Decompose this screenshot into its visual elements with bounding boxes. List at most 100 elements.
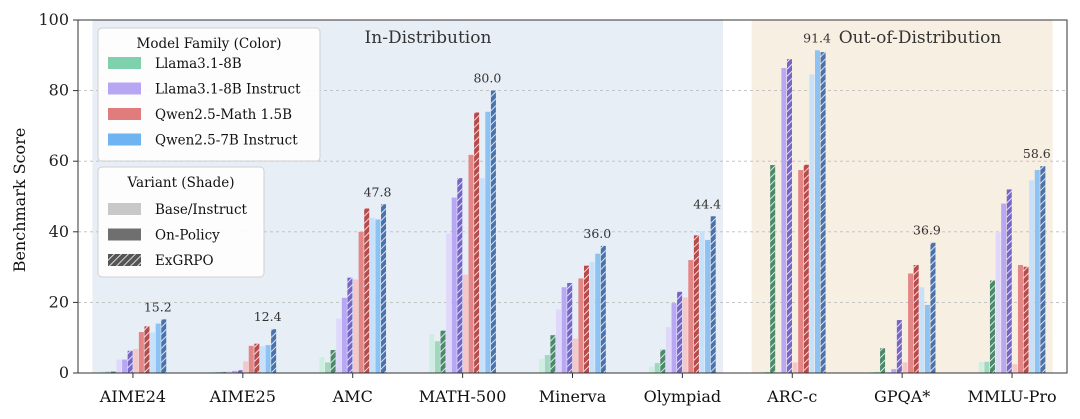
bar-mmlu-pro-qwen2-5-math-1-5b-exgrpo-hatch — [1023, 266, 1029, 373]
y-tick-label-100: 100 — [38, 10, 69, 29]
legend-swatch-base-instruct — [108, 203, 141, 215]
bar-amc-llama3-1-8b-exgrpo-hatch — [330, 350, 336, 373]
bar-olympiad-qwen2-5-7b-instruct-on-policy — [705, 239, 711, 373]
bar-math-500-llama3-1-8b-on-policy — [434, 341, 440, 373]
legend-model-family: Model Family (Color) Llama3.1-8B Llama3.1… — [97, 27, 321, 162]
bar-gpqa-qwen2-5-math-1-5b-on-policy — [908, 273, 914, 373]
bar-amc-qwen2-5-math-1-5b-base-instruct — [353, 279, 359, 373]
bar-math-500-qwen2-5-math-1-5b-on-policy — [468, 154, 474, 373]
bar-aime24-llama3-1-8b-exgrpo-hatch — [110, 371, 116, 373]
bar-minerva-llama3-1-8b-instruct-base-instruct — [556, 309, 561, 373]
legend-swatch-qwen2-5-7b-instruct — [108, 133, 141, 146]
bar-aime25-llama3-1-8b-on-policy — [215, 371, 221, 373]
bar-gpqa-llama3-1-8b-instruct-on-policy — [891, 369, 897, 373]
bar-olympiad-qwen2-5-math-1-5b-base-instruct — [682, 297, 688, 373]
bar-arc-c-llama3-1-8b-exgrpo-hatch — [770, 165, 776, 373]
bar-arc-c-llama3-1-8b-instruct-on-policy — [781, 68, 787, 374]
bar-amc-qwen2-5-7b-instruct-on-policy — [375, 219, 381, 373]
bar-aime25-qwen2-5-math-1-5b-on-policy — [248, 345, 254, 373]
bar-minerva-qwen2-5-7b-instruct-exgrpo-hatch — [600, 245, 606, 373]
bar-math-500-llama3-1-8b-base-instruct — [429, 334, 435, 373]
bar-amc-qwen2-5-math-1-5b-exgrpo-hatch — [364, 208, 370, 373]
x-tick-label-amc: AMC — [332, 387, 373, 406]
bar-minerva-llama3-1-8b-instruct-on-policy — [561, 287, 567, 373]
bar-olympiad-llama3-1-8b-exgrpo-hatch — [660, 349, 666, 373]
bar-gpqa-llama3-1-8b-instruct-base-instruct — [885, 371, 891, 373]
bar-group-aime25 — [209, 329, 277, 373]
bar-aime24-llama3-1-8b-instruct-exgrpo-hatch — [127, 350, 133, 373]
bar-math-500-qwen2-5-7b-instruct-base-instruct — [479, 178, 485, 373]
bar-gpqa-qwen2-5-math-1-5b-base-instruct — [902, 362, 908, 373]
legend-label-exgrpo: ExGRPO — [155, 253, 214, 269]
bar-amc-llama3-1-8b-instruct-exgrpo-hatch — [347, 277, 353, 373]
x-tick-label-arc-c: ARC-c — [766, 387, 817, 406]
bar-mmlu-pro-llama3-1-8b-base-instruct — [978, 362, 984, 373]
bar-amc-qwen2-5-7b-instruct-base-instruct — [369, 217, 375, 373]
legend-swatch-exgrpo-hatch — [108, 254, 141, 266]
legend-model-box — [97, 27, 321, 162]
region-label-in-distribution: In-Distribution — [365, 28, 492, 48]
bar-gpqa-llama3-1-8b-exgrpo-hatch — [880, 348, 886, 373]
bar-math-500-qwen2-5-math-1-5b-exgrpo-hatch — [474, 112, 480, 374]
bar-group-mmlu-pro — [978, 166, 1046, 373]
legend-swatch-llama3-1-8b — [108, 57, 141, 69]
bar-group-olympiad — [649, 216, 716, 373]
x-tick-label-minerva: Minerva — [539, 387, 607, 406]
data-label-minerva: 36.0 — [583, 226, 611, 241]
bar-group-aime24 — [99, 319, 167, 373]
bar-amc-llama3-1-8b-on-policy — [325, 362, 331, 373]
y-tick-label-80: 80 — [49, 81, 69, 100]
data-label-mmlu-pro: 58.6 — [1023, 146, 1051, 161]
bar-gpqa-qwen2-5-math-1-5b-exgrpo-hatch — [913, 264, 919, 373]
data-label-amc: 47.8 — [364, 184, 392, 199]
bar-arc-c-qwen2-5-7b-instruct-base-instruct — [809, 74, 815, 373]
legend-label-llama3-1-8b: Llama3.1-8B — [155, 56, 242, 72]
bar-aime24-llama3-1-8b-on-policy — [105, 371, 111, 373]
y-tick-label-20: 20 — [49, 292, 69, 311]
bar-aime24-qwen2-5-math-1-5b-exgrpo-hatch — [144, 326, 150, 373]
data-label-aime24: 15.2 — [144, 299, 172, 314]
bar-aime25-llama3-1-8b-instruct-exgrpo-hatch — [237, 370, 243, 373]
bar-aime25-llama3-1-8b-base-instruct — [209, 371, 215, 373]
legend-swatch-llama3-1-8b-instruct — [108, 82, 141, 95]
bar-aime24-qwen2-5-7b-instruct-base-instruct — [150, 332, 156, 373]
bar-arc-c-qwen2-5-math-1-5b-on-policy — [798, 170, 804, 373]
data-label-math-500: 80.0 — [473, 71, 501, 86]
bar-group-minerva — [539, 245, 606, 373]
bar-olympiad-qwen2-5-7b-instruct-exgrpo-hatch — [710, 216, 716, 373]
bar-arc-c-llama3-1-8b-base-instruct — [758, 371, 764, 373]
bar-minerva-qwen2-5-math-1-5b-on-policy — [578, 278, 584, 373]
bar-mmlu-pro-llama3-1-8b-instruct-exgrpo-hatch — [1006, 189, 1012, 373]
x-tick-label-gpqa: GPQA* — [874, 387, 930, 406]
bar-group-amc — [319, 204, 387, 373]
legend-label-qwen2-5-7b-instruct: Qwen2.5-7B Instruct — [155, 133, 298, 149]
bar-aime24-qwen2-5-7b-instruct-exgrpo-hatch — [161, 319, 167, 373]
bar-gpqa-qwen2-5-7b-instruct-exgrpo-hatch — [930, 242, 936, 373]
bar-arc-c-llama3-1-8b-instruct-base-instruct — [775, 371, 781, 373]
bar-minerva-llama3-1-8b-base-instruct — [539, 358, 545, 373]
bar-math-500-qwen2-5-7b-instruct-exgrpo-hatch — [490, 90, 496, 373]
bar-math-500-llama3-1-8b-instruct-base-instruct — [446, 233, 452, 373]
bar-gpqa-qwen2-5-7b-instruct-base-instruct — [919, 287, 925, 373]
bar-mmlu-pro-llama3-1-8b-exgrpo-hatch — [989, 280, 995, 373]
bar-group-math-500 — [429, 90, 496, 374]
bar-gpqa-llama3-1-8b-instruct-exgrpo-hatch — [896, 320, 902, 373]
bar-olympiad-llama3-1-8b-on-policy — [654, 363, 660, 373]
bar-aime25-qwen2-5-math-1-5b-base-instruct — [243, 361, 249, 373]
bar-math-500-llama3-1-8b-instruct-on-policy — [451, 197, 457, 373]
bar-amc-qwen2-5-7b-instruct-exgrpo-hatch — [381, 204, 387, 373]
bar-olympiad-qwen2-5-7b-instruct-base-instruct — [699, 231, 705, 373]
bar-aime24-llama3-1-8b-instruct-base-instruct — [116, 359, 122, 373]
region-label-out-of-distribution: Out-of-Distribution — [839, 28, 1002, 48]
bar-arc-c-qwen2-5-math-1-5b-base-instruct — [792, 362, 798, 373]
bar-olympiad-llama3-1-8b-instruct-exgrpo-hatch — [677, 291, 683, 373]
bar-mmlu-pro-llama3-1-8b-instruct-on-policy — [1001, 203, 1007, 373]
bar-minerva-llama3-1-8b-on-policy — [544, 354, 550, 373]
bar-aime24-qwen2-5-math-1-5b-base-instruct — [133, 348, 139, 373]
bar-arc-c-llama3-1-8b-instruct-exgrpo-hatch — [786, 59, 792, 374]
legend-model-title: Model Family (Color) — [137, 36, 282, 52]
bar-aime24-qwen2-5-7b-instruct-on-policy — [155, 323, 161, 373]
data-label-olympiad: 44.4 — [693, 196, 721, 211]
legend-label-qwen2-5-math-1-5b: Qwen2.5-Math 1.5B — [155, 107, 292, 123]
